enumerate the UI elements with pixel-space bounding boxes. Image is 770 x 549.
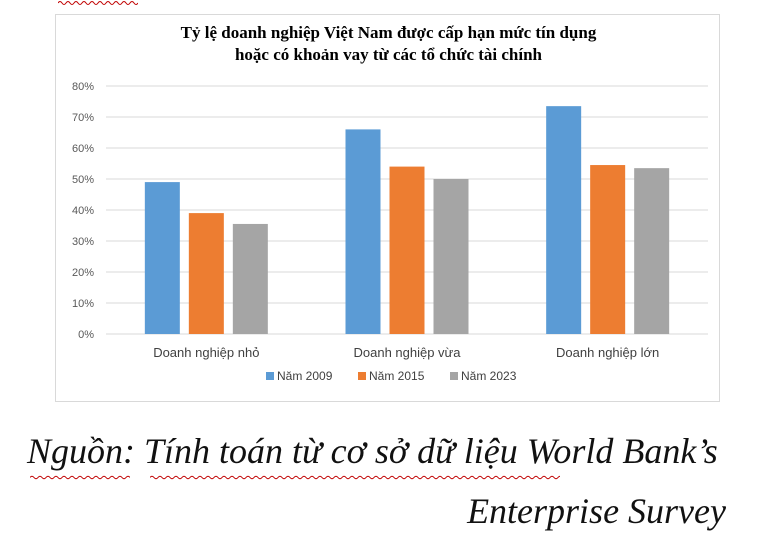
- y-tick-label: 70%: [72, 112, 94, 124]
- spellcheck-underline: [58, 1, 138, 5]
- bar: [433, 179, 469, 334]
- source-note-line-1: Nguồn: Tính toán từ cơ sở dữ liệu World …: [27, 431, 718, 471]
- x-tick-label: Doanh nghiệp vừa: [353, 345, 461, 360]
- y-tick-label: 20%: [72, 267, 94, 279]
- bar: [389, 166, 425, 334]
- x-tick-label: Doanh nghiệp lớn: [556, 345, 659, 360]
- legend-label: Năm 2015: [369, 369, 425, 383]
- legend-swatch: [358, 372, 366, 380]
- bar-chart: 0% 10% 20% 30% 40% 50% 60% 70% 80% Doanh nghiệp n…: [72, 81, 708, 383]
- bar: [590, 165, 626, 334]
- y-tick-label: 10%: [72, 298, 94, 310]
- y-tick-label: 50%: [72, 174, 94, 186]
- bar: [144, 182, 180, 334]
- y-tick-label: 60%: [72, 143, 94, 155]
- y-tick-label: 80%: [72, 81, 94, 93]
- y-tick-label: 0%: [78, 329, 94, 341]
- spellcheck-underline: [30, 475, 130, 480]
- bar: [546, 106, 582, 335]
- bar: [232, 223, 268, 334]
- legend-label: Năm 2023: [461, 369, 517, 383]
- bar: [188, 213, 224, 334]
- spellcheck-underline: [150, 475, 560, 480]
- legend-swatch: [266, 372, 274, 380]
- chart-title-line-2: hoặc có khoản vay từ các tổ chức tài chí…: [234, 45, 543, 64]
- source-note-line-2: Enterprise Survey: [467, 491, 726, 531]
- bar: [634, 168, 670, 334]
- y-tick-label: 30%: [72, 236, 94, 248]
- chart-container: Tỷ lệ doanh nghiệp Việt Nam được cấp hạn…: [55, 14, 720, 402]
- legend-label: Năm 2009: [277, 369, 333, 383]
- y-tick-label: 40%: [72, 205, 94, 217]
- x-tick-label: Doanh nghiệp nhỏ: [153, 345, 259, 360]
- chart-title-line-1: Tỷ lệ doanh nghiệp Việt Nam được cấp hạn…: [180, 23, 597, 42]
- legend-swatch: [450, 372, 458, 380]
- bar: [345, 129, 381, 334]
